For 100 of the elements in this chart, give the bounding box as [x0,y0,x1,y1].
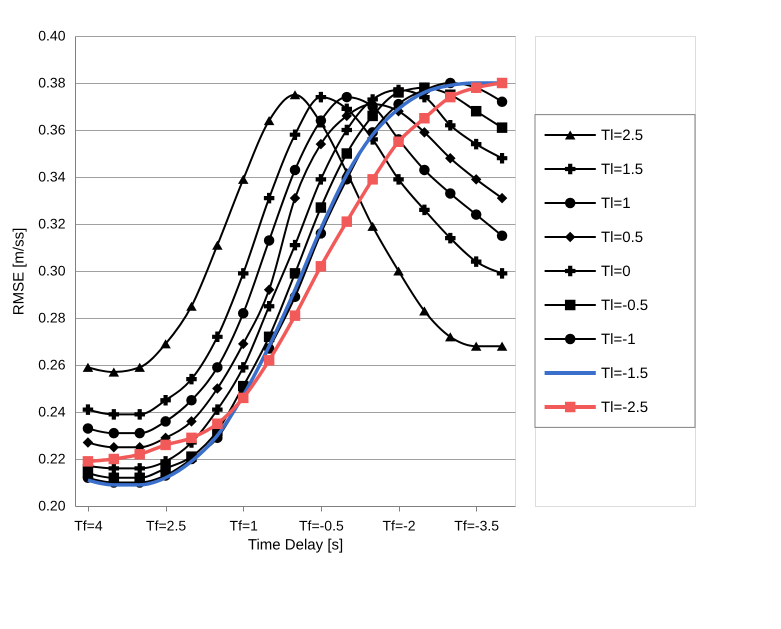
y-tick-label: 0.26 [38,356,66,372]
point [212,332,223,342]
y-tick-label: 0.34 [38,168,66,184]
point [445,332,456,342]
point [496,230,508,241]
point [367,174,378,185]
point [419,113,430,124]
point [264,284,274,296]
point [393,136,404,147]
legend-label: Tl=-0.5 [601,297,648,314]
point [82,423,94,434]
point [238,174,248,184]
point [160,339,171,348]
point [342,216,352,227]
point [316,174,326,185]
point [470,106,482,116]
y-tick-label: 0.38 [38,74,66,90]
x-tick-label: Tf=4 [74,518,103,534]
point [316,202,326,213]
point [264,192,274,204]
x-tick-label: Tf=-0.5 [299,518,344,534]
point [186,395,197,406]
point [108,454,120,464]
y-tick-label: 0.32 [38,216,66,232]
y-tick-label: 0.22 [38,450,66,466]
point [470,138,482,150]
x-tick-label: Tf=2.5 [146,518,186,534]
point [445,92,456,102]
point [160,440,171,450]
point [290,129,300,140]
point [419,127,430,138]
point [290,164,300,176]
point [496,342,508,351]
point [316,115,326,126]
point [264,301,274,312]
point [108,368,120,377]
point [82,456,94,467]
point [367,222,378,231]
point [238,268,248,279]
point [238,392,248,404]
point [342,148,352,159]
point [212,383,223,394]
point [134,362,145,372]
point [470,174,482,185]
y-tick-label: 0.28 [38,310,66,326]
point [393,266,404,276]
x-tick-label: Tf=1 [230,518,258,534]
point [134,449,145,460]
point [342,124,352,136]
point [238,308,248,319]
point [212,418,223,429]
point [186,432,197,444]
point [212,404,223,415]
point [316,138,326,150]
point [264,355,274,366]
point [290,192,300,204]
point [238,362,248,373]
point [290,240,300,250]
legend-label: Tl=1 [601,195,631,212]
legend-label: Tl=2.5 [601,127,644,144]
point [134,428,145,438]
point [108,409,120,420]
point [470,256,482,267]
point [264,116,274,126]
legend-label: Tl=0.5 [601,229,644,246]
point [445,188,456,199]
y-tick-label: 0.24 [38,404,66,420]
point [367,110,378,122]
point [108,442,120,452]
y-tick-label: 0.36 [38,122,66,138]
point [160,416,171,427]
point [212,362,223,373]
point [186,416,197,427]
legend-label: Tl=-2.5 [601,399,648,416]
point [445,120,456,131]
x-tick-label: Tf=-2 [382,518,416,534]
point [393,174,404,185]
point [212,240,223,250]
legend-label: Tl=0 [601,263,631,280]
point [496,122,508,133]
point [470,342,482,351]
legend-label: Tl=1.5 [601,161,644,178]
point [419,164,430,176]
point [134,409,145,420]
point [316,261,326,272]
y-tick-label: 0.30 [38,262,66,278]
point [82,362,94,372]
point [419,204,430,216]
legend-label: Tl=-1 [601,331,636,348]
point [264,235,274,246]
point [445,232,456,244]
point [496,192,508,204]
legend-label: Tl=-1.5 [601,365,648,382]
point [134,463,145,474]
point [419,306,430,316]
point [186,374,197,384]
y-tick-label: 0.40 [38,28,66,44]
x-axis-title: Time Delay [s] [248,536,344,554]
point [496,268,508,279]
point [496,152,508,164]
